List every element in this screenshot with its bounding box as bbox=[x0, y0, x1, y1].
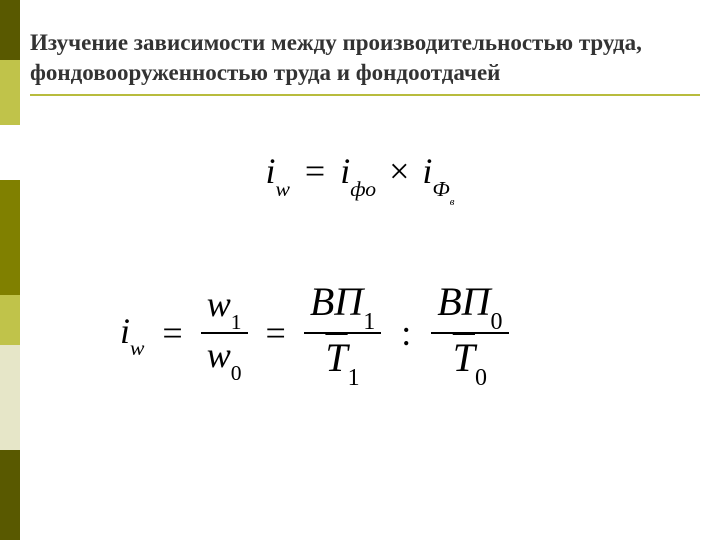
f1-rhs2-sub: Фв bbox=[432, 177, 454, 201]
slide-title: Изучение зависимости между производитель… bbox=[30, 28, 700, 88]
sidebar-block bbox=[0, 0, 20, 60]
colon-sign: : bbox=[393, 312, 419, 354]
formula-1: iw = iфо × iФв bbox=[0, 150, 720, 200]
sidebar-decoration bbox=[0, 0, 20, 540]
equals-sign: = bbox=[299, 151, 331, 191]
frac-denominator: T1 bbox=[319, 334, 365, 386]
frac-numerator: ВП0 bbox=[431, 280, 508, 334]
title-underline bbox=[30, 94, 700, 96]
f2-frac1: w1 w0 bbox=[201, 285, 248, 381]
f1-rhs1-var: i bbox=[340, 151, 350, 191]
frac-denominator: w0 bbox=[201, 334, 248, 381]
f1-rhs1-sub: фо bbox=[350, 177, 376, 201]
equals-sign: = bbox=[260, 312, 292, 354]
times-sign: × bbox=[385, 151, 413, 191]
content-area: Изучение зависимости между производитель… bbox=[30, 28, 700, 96]
frac-denominator: T0 bbox=[447, 334, 493, 386]
sidebar-block bbox=[0, 345, 20, 450]
f2-lhs: iw bbox=[120, 310, 144, 357]
formula-2: iw = w1 w0 = ВП1 T1 : ВП0 T0 bbox=[120, 280, 509, 387]
f2-frac3: ВП0 T0 bbox=[431, 280, 508, 387]
sidebar-block bbox=[0, 450, 20, 540]
f1-lhs-sub: w bbox=[276, 177, 290, 201]
frac-numerator: ВП1 bbox=[304, 280, 381, 334]
sidebar-block bbox=[0, 60, 20, 125]
f1-lhs-var: i bbox=[266, 151, 276, 191]
frac-numerator: w1 bbox=[201, 285, 248, 334]
sidebar-block bbox=[0, 295, 20, 345]
equals-sign: = bbox=[156, 312, 188, 354]
f1-rhs2-var: i bbox=[422, 151, 432, 191]
f2-frac2: ВП1 T1 bbox=[304, 280, 381, 387]
